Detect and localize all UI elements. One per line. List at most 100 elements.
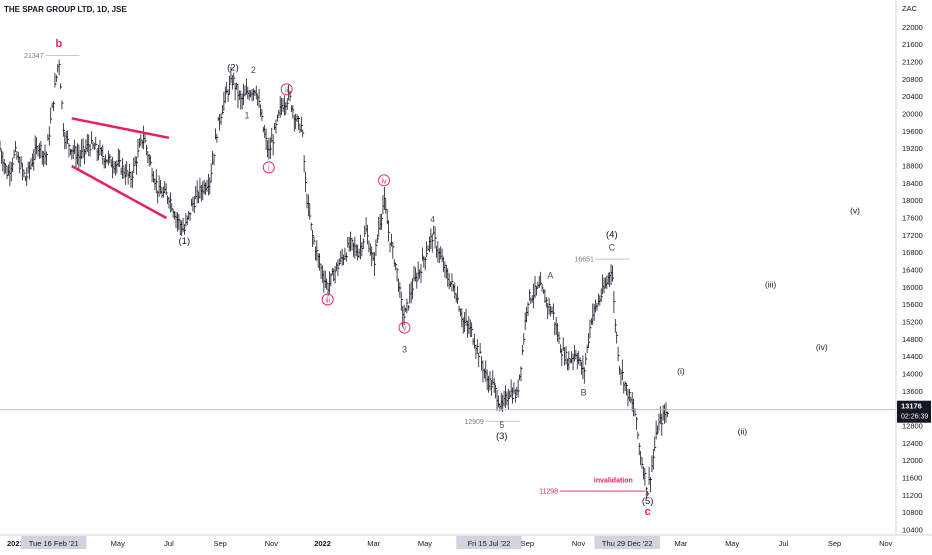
price-tick-label: 21200 xyxy=(902,58,923,67)
wave-label-w2b: 2 xyxy=(251,65,256,75)
wedge-channel xyxy=(71,117,170,220)
time-tick-highlight xyxy=(594,536,660,549)
wave-circle xyxy=(398,321,411,334)
time-tick-label: May xyxy=(418,539,432,548)
price-bars xyxy=(0,59,896,499)
price-tick-label: 17600 xyxy=(902,214,923,223)
wave-label-B: B xyxy=(581,388,587,398)
wave-label-pii: (ii) xyxy=(738,427,748,437)
time-tick-label: Nov xyxy=(879,539,893,548)
time-tick-label: Nov xyxy=(572,539,586,548)
time-tick-label: 2021 xyxy=(7,539,24,548)
time-tick-label: Sep xyxy=(828,539,841,548)
price-tick-label: 15200 xyxy=(902,318,923,327)
price-axis[interactable]: 22000 21600 21200 20800 20400 20000 19600 19200… xyxy=(895,0,923,535)
last-price-countdown: 02:26:39 xyxy=(901,414,928,421)
time-tick-highlight xyxy=(21,536,87,549)
time-tick-label: Nov xyxy=(265,539,279,548)
price-tick-label: 20000 xyxy=(902,110,923,119)
price-tick-label: 16400 xyxy=(902,266,923,275)
price-tick-label: 18000 xyxy=(902,196,923,205)
wave-label-iv: iv xyxy=(381,178,387,185)
price-tick-label: 14400 xyxy=(902,352,923,361)
wave-circle xyxy=(280,83,293,96)
wave-label-w2: (2) xyxy=(227,63,239,74)
wave-label-iii: iii xyxy=(325,298,330,305)
wave-label-b: b xyxy=(56,38,63,50)
wave-label-invalidation: invalidation xyxy=(594,477,633,484)
time-tick-label: Fri 15 Jul '22 xyxy=(468,539,511,548)
currency-label: ZAC xyxy=(902,4,918,13)
price-tick-label: 10800 xyxy=(902,508,923,517)
time-tick-label: Tue 16 Feb '21 xyxy=(29,539,79,548)
price-tick-label: 15600 xyxy=(902,300,923,309)
wave-label-A: A xyxy=(547,271,553,281)
price-tick-label: 11600 xyxy=(902,474,922,483)
wave-label-c: c xyxy=(645,506,651,518)
price-tick-label: 14000 xyxy=(902,370,923,379)
time-tick-label: Mar xyxy=(367,539,380,548)
wave-label-pi: (i) xyxy=(677,366,685,376)
price-tick-label: 22000 xyxy=(902,23,923,32)
price-tick-label: 11200 xyxy=(902,491,922,500)
time-tick-label: 2022 xyxy=(314,539,331,548)
price-tick-label: 20400 xyxy=(902,92,923,101)
time-tick-label: Sep xyxy=(521,539,534,548)
wave-circle xyxy=(262,161,275,174)
time-tick-label: Sep xyxy=(213,539,226,548)
price-tick-label: 16000 xyxy=(902,283,923,292)
wedge-lower-line xyxy=(71,164,168,220)
level-label: 21347 xyxy=(24,53,44,60)
price-tick-label: 16800 xyxy=(902,248,923,257)
price-tick-label: 12400 xyxy=(902,439,923,448)
wave-label-i: i xyxy=(268,165,270,172)
price-tick-label: 19600 xyxy=(902,127,923,136)
time-tick-label: May xyxy=(725,539,739,548)
wave-label-w4: (4) xyxy=(606,230,618,241)
wave-label-w5s: 5 xyxy=(499,420,504,430)
price-tick-label: 21600 xyxy=(902,40,923,49)
price-tick-label: 17200 xyxy=(902,231,923,240)
time-tick-label: May xyxy=(111,539,125,548)
time-axis[interactable]: 2021 Tue 16 Feb '21 May Jul Sep Nov 2022 Mar May… xyxy=(0,534,932,549)
time-tick-label: Mar xyxy=(674,539,687,548)
level-label: 11298 xyxy=(539,489,558,496)
last-price-box: 13176 02:26:39 xyxy=(897,400,931,423)
wave-label-w4s: 4 xyxy=(430,214,435,224)
price-tick-label: 18400 xyxy=(902,179,923,188)
wave-label-C: C xyxy=(609,243,616,253)
price-tick-label: 18800 xyxy=(902,162,923,171)
wave-circle xyxy=(378,174,390,187)
price-tick-label: 12800 xyxy=(902,422,923,431)
wave-label-w3s: 3 xyxy=(402,344,407,354)
last-price-value: 13176 xyxy=(901,402,922,411)
time-tick-label: Jul xyxy=(164,539,174,548)
wedge-upper-line xyxy=(71,117,170,140)
symbol-title: THE SPAR GROUP LTD, 1D, JSE xyxy=(4,5,127,14)
price-tick-label: 12000 xyxy=(902,456,923,465)
price-tick-label: 14800 xyxy=(902,335,923,344)
price-tick-label: 20800 xyxy=(902,75,923,84)
wave-label-piii: (iii) xyxy=(765,279,776,289)
level-label: 12909 xyxy=(464,419,484,426)
wave-labels: b(1)(2) 21iiiiv4iiiv35(3)ABC(4)(5)cinvali… xyxy=(56,38,861,518)
time-tick-label: Thu 29 Dec '22 xyxy=(602,539,653,548)
wave-label-v: v xyxy=(403,326,407,333)
price-tick-label: 19200 xyxy=(902,144,923,153)
wave-circle xyxy=(321,293,334,306)
wave-label-piv: (iv) xyxy=(816,342,828,352)
price-tick-label: 13600 xyxy=(902,387,923,396)
wave-label-w1: (1) xyxy=(179,236,191,247)
price-tick-label: 10400 xyxy=(902,526,923,535)
level-labels: 21347 16651 12909 11298 xyxy=(24,53,646,496)
wave-label-w5: (5) xyxy=(642,496,654,507)
level-label: 16651 xyxy=(574,257,594,264)
wave-label-w3: (3) xyxy=(496,431,508,442)
time-tick-highlight xyxy=(456,536,522,549)
wave-label-pv: (v) xyxy=(850,206,860,216)
wave-label-ii: ii xyxy=(285,87,289,94)
wave-label-w1s: 1 xyxy=(245,110,250,120)
